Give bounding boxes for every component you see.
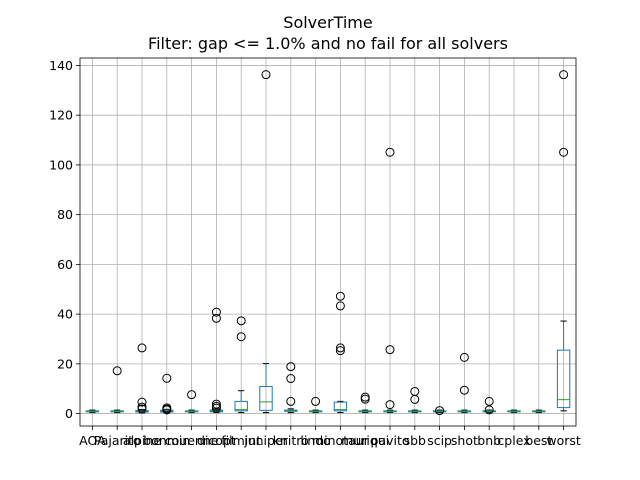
x-tick-label: Pajarito	[94, 433, 141, 448]
outlier-point	[559, 70, 569, 80]
x-tick-label: juniper	[243, 433, 288, 448]
x-tick-label: pavito	[370, 433, 409, 448]
outlier-point	[335, 301, 345, 311]
outlier-point	[385, 345, 395, 355]
outlier-point	[335, 343, 345, 353]
box-rect	[333, 401, 348, 412]
outlier-point	[162, 405, 172, 415]
box-muriqui	[358, 392, 372, 414]
box-best	[532, 409, 546, 414]
outlier-point	[137, 404, 147, 414]
box-scip	[432, 406, 447, 416]
x-tick-label: scip	[427, 433, 452, 448]
x-tick-label: sbb	[404, 433, 426, 448]
grid	[80, 58, 576, 426]
box-rect	[234, 400, 248, 412]
box-filmint	[234, 316, 248, 414]
box-cplex	[507, 409, 521, 414]
box-rect	[259, 385, 273, 411]
outlier-point	[559, 147, 569, 157]
x-tick-label: AOA	[79, 433, 106, 448]
box-bonmin	[160, 373, 174, 415]
outlier-point	[335, 346, 345, 356]
box-dicopt	[209, 307, 224, 414]
y-tick-label: 0	[65, 406, 73, 421]
box-minotaur	[333, 291, 348, 414]
outlier-point	[360, 394, 370, 404]
box-Pajarito	[110, 366, 124, 414]
outlier-point	[459, 352, 469, 362]
x-tick-label: shot	[451, 433, 478, 448]
outlier-point	[112, 366, 122, 376]
x-tick-label: best	[525, 433, 552, 448]
outlier-point	[410, 394, 420, 404]
y-tick-label: 140	[49, 58, 73, 73]
outlier-point	[236, 316, 246, 326]
outlier-point	[162, 373, 172, 383]
outlier-point	[211, 313, 221, 323]
outlier-point	[286, 396, 296, 406]
outlier-point	[211, 307, 221, 317]
x-tick-label: minotaur	[312, 433, 370, 448]
axes: AOAPajaritoalpinebonmincouennedicoptfilm…	[49, 57, 581, 448]
chart-subtitle: Filter: gap <= 1.0% and no fail for all …	[148, 34, 508, 53]
x-tick-label: alpine	[123, 433, 161, 448]
box-shot	[457, 352, 472, 414]
outlier-point	[335, 291, 345, 301]
outlier-point	[435, 406, 445, 416]
x-tick-label: lindo	[300, 433, 330, 448]
x-tick-label: bnb	[477, 433, 501, 448]
y-tick-label: 60	[57, 257, 73, 272]
outlier-point	[137, 343, 147, 353]
x-tick-label: couenne	[165, 433, 219, 448]
box-worst	[556, 70, 571, 412]
outlier-point	[236, 332, 246, 342]
outlier-point	[137, 397, 147, 407]
box-bnb	[482, 396, 496, 415]
box-rect	[556, 349, 571, 409]
outlier-point	[211, 399, 221, 409]
x-tick-label: dicopt	[197, 433, 236, 448]
box-couenne	[184, 390, 199, 414]
y-tick-label: 80	[57, 207, 73, 222]
outlier-point	[187, 390, 197, 400]
outlier-point	[484, 405, 494, 415]
outlier-point	[286, 362, 296, 372]
chart-title: SolverTime	[283, 13, 372, 32]
boxes	[85, 70, 571, 416]
box-AOA	[85, 409, 100, 414]
x-tick-label: filmint	[221, 433, 261, 448]
outlier-point	[385, 400, 395, 410]
box-alpine	[135, 343, 149, 414]
outlier-point	[286, 374, 296, 384]
outlier-point	[211, 403, 221, 413]
box-lindo	[308, 396, 323, 414]
y-tick-label: 20	[57, 356, 73, 371]
outlier-point	[261, 70, 271, 80]
outlier-point	[385, 147, 395, 157]
y-tick-label: 40	[57, 307, 73, 322]
y-tick-label: 100	[49, 157, 73, 172]
outlier-point	[311, 396, 321, 406]
box-sbb	[408, 386, 422, 414]
x-tick-label: bonmin	[143, 433, 190, 448]
plot-frame	[79, 57, 577, 427]
outlier-point	[459, 385, 469, 395]
x-tick-label: cplex	[497, 433, 530, 448]
box-pavito	[383, 147, 397, 414]
x-tick-label: worst	[546, 433, 581, 448]
x-tick-label: muriqui	[341, 433, 389, 448]
box-juniper	[259, 70, 273, 414]
x-tick-label: knitro	[273, 433, 309, 448]
box-knitro	[284, 362, 298, 414]
y-tick-label: 120	[49, 108, 73, 123]
